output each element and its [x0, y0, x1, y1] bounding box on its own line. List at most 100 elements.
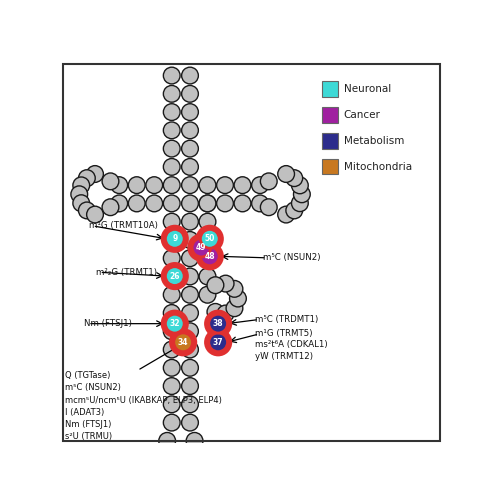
Circle shape	[182, 67, 198, 84]
Text: 9: 9	[172, 234, 177, 244]
Circle shape	[209, 333, 227, 351]
Text: m⁵C (NSUN2): m⁵C (NSUN2)	[65, 384, 121, 392]
Circle shape	[165, 230, 184, 248]
Text: m¹G (TRMT10A): m¹G (TRMT10A)	[89, 222, 158, 230]
Text: Q (TGTase): Q (TGTase)	[65, 371, 110, 380]
Text: I (ADAT3): I (ADAT3)	[65, 408, 105, 417]
Circle shape	[217, 177, 233, 194]
Text: m¹G (TRMT5): m¹G (TRMT5)	[255, 330, 313, 338]
Circle shape	[182, 341, 198, 358]
Circle shape	[169, 328, 197, 356]
Circle shape	[165, 314, 184, 333]
Circle shape	[145, 488, 162, 500]
Circle shape	[182, 250, 198, 266]
Text: 49: 49	[196, 243, 207, 252]
Circle shape	[86, 206, 104, 223]
Circle shape	[199, 214, 216, 230]
Text: 38: 38	[213, 319, 223, 328]
Circle shape	[73, 177, 90, 194]
Circle shape	[86, 166, 104, 182]
Circle shape	[142, 488, 159, 500]
Circle shape	[182, 86, 198, 102]
Circle shape	[226, 300, 243, 316]
Circle shape	[230, 290, 246, 307]
Circle shape	[207, 277, 224, 293]
Circle shape	[199, 232, 216, 248]
Circle shape	[164, 86, 180, 102]
Text: s²U (TRMU): s²U (TRMU)	[65, 432, 112, 441]
Circle shape	[286, 202, 302, 219]
Circle shape	[182, 232, 198, 248]
Circle shape	[164, 104, 180, 120]
Circle shape	[102, 173, 119, 190]
Circle shape	[251, 195, 269, 212]
Text: 48: 48	[204, 252, 215, 261]
Circle shape	[200, 230, 219, 248]
Circle shape	[164, 158, 180, 176]
Circle shape	[195, 469, 212, 486]
Text: 37: 37	[213, 338, 223, 347]
Text: yW (TRMT12): yW (TRMT12)	[255, 352, 313, 360]
Circle shape	[182, 323, 198, 340]
Circle shape	[191, 451, 208, 468]
Circle shape	[204, 310, 232, 338]
Circle shape	[292, 177, 308, 194]
Circle shape	[199, 177, 216, 194]
Circle shape	[200, 247, 219, 266]
Circle shape	[192, 238, 211, 257]
FancyBboxPatch shape	[322, 132, 338, 148]
Circle shape	[286, 170, 302, 186]
Circle shape	[182, 286, 198, 303]
Circle shape	[182, 268, 198, 285]
Circle shape	[182, 195, 198, 212]
Circle shape	[203, 488, 219, 500]
Circle shape	[182, 414, 198, 431]
Circle shape	[217, 305, 234, 322]
Circle shape	[196, 242, 224, 270]
Circle shape	[164, 341, 180, 358]
Circle shape	[165, 266, 184, 285]
Circle shape	[144, 499, 161, 500]
Circle shape	[278, 206, 295, 223]
Circle shape	[182, 378, 198, 394]
Text: m²₂G (TRMT1): m²₂G (TRMT1)	[96, 268, 157, 277]
Circle shape	[294, 186, 310, 202]
Circle shape	[251, 177, 269, 194]
Circle shape	[182, 396, 198, 412]
Text: 50: 50	[205, 234, 215, 244]
Circle shape	[111, 195, 128, 212]
Text: Mitochondria: Mitochondria	[344, 162, 412, 172]
Text: 32: 32	[169, 319, 180, 328]
Circle shape	[79, 170, 95, 186]
Circle shape	[207, 304, 224, 320]
Text: Nm (FTSJ1): Nm (FTSJ1)	[84, 319, 132, 328]
Circle shape	[164, 122, 180, 138]
Circle shape	[182, 360, 198, 376]
Circle shape	[182, 158, 198, 176]
Text: 34: 34	[178, 338, 189, 347]
Circle shape	[164, 140, 180, 157]
Circle shape	[164, 286, 180, 303]
FancyBboxPatch shape	[322, 107, 338, 122]
Circle shape	[161, 310, 189, 338]
Text: Metabolism: Metabolism	[344, 136, 404, 145]
Circle shape	[204, 328, 232, 356]
Circle shape	[164, 378, 180, 394]
Circle shape	[234, 177, 251, 194]
Circle shape	[182, 214, 198, 230]
Circle shape	[182, 122, 198, 138]
Circle shape	[182, 177, 198, 194]
Circle shape	[111, 177, 128, 194]
Circle shape	[234, 195, 251, 212]
Circle shape	[128, 195, 145, 212]
Circle shape	[102, 199, 119, 216]
Circle shape	[161, 262, 189, 290]
Circle shape	[154, 451, 171, 468]
Text: m⁵C (TRDMT1): m⁵C (TRDMT1)	[255, 315, 319, 324]
Circle shape	[199, 286, 216, 303]
Circle shape	[199, 268, 216, 285]
Circle shape	[201, 499, 218, 500]
Circle shape	[196, 224, 224, 253]
Circle shape	[164, 414, 180, 431]
Circle shape	[182, 104, 198, 120]
